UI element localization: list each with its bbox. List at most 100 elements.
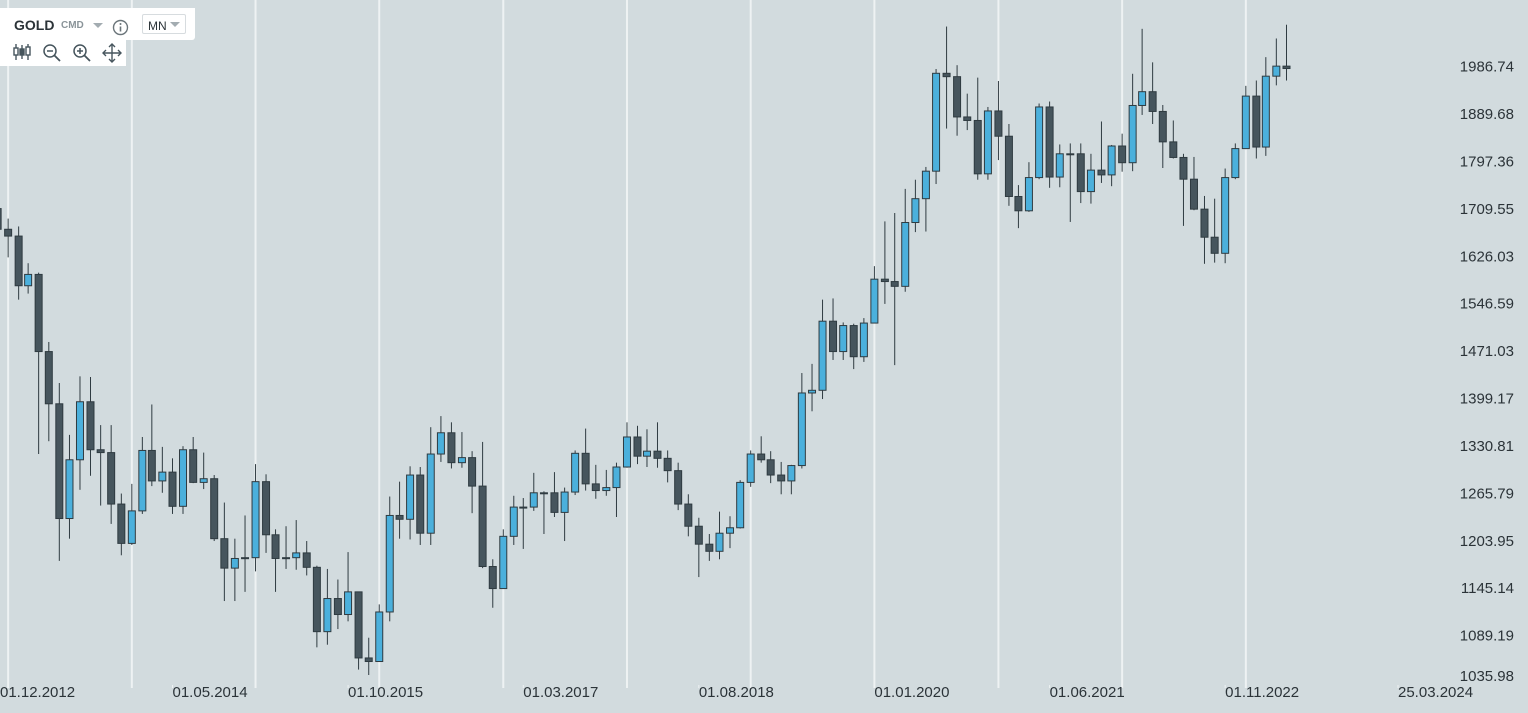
candle-body <box>1097 169 1106 176</box>
candle-body <box>1261 75 1270 148</box>
x-tick-label: 25.03.2024 <box>1398 684 1473 701</box>
instrument-kind: CMD <box>61 20 84 31</box>
candle-body <box>766 459 775 476</box>
candle-body <box>715 532 724 552</box>
axes: 1986.74 1889.68 1797.36 1709.55 1626.03 1546.… <box>0 59 1514 701</box>
candle-body <box>1014 195 1023 212</box>
candle-body <box>426 453 435 534</box>
candle-body <box>973 119 982 175</box>
zoom-in-icon[interactable] <box>72 43 92 63</box>
candle-body <box>65 459 74 520</box>
candle-body <box>282 557 291 560</box>
candle-body <box>653 450 662 459</box>
y-tick-label: 1986.74 <box>1460 59 1514 76</box>
candle-body <box>436 432 445 455</box>
candle-body <box>1189 178 1198 210</box>
pan-icon[interactable] <box>102 43 122 63</box>
candle-body <box>777 474 786 482</box>
candle-body <box>168 471 177 507</box>
candle-body <box>354 591 363 659</box>
candle-body <box>488 566 497 590</box>
candle-body <box>44 351 53 405</box>
candle-body <box>302 552 311 568</box>
candle-body <box>890 281 899 287</box>
candle-body <box>0 208 2 230</box>
candle-body <box>705 543 714 552</box>
candle-body <box>963 116 972 121</box>
y-tick-label: 1203.95 <box>1460 533 1514 550</box>
zoom-out-icon[interactable] <box>42 43 62 63</box>
candle-body <box>642 450 651 457</box>
candle-body <box>1128 104 1137 164</box>
candle-body <box>921 170 930 200</box>
candle-body <box>1221 177 1230 254</box>
candle-body <box>1118 145 1127 164</box>
candle-body <box>271 534 280 559</box>
y-tick-label: 1089.19 <box>1460 628 1514 645</box>
y-tick-label: 1471.03 <box>1460 343 1514 360</box>
tool-row <box>0 40 126 66</box>
candle-body <box>1024 177 1033 212</box>
x-tick-label: 01.01.2020 <box>874 684 949 701</box>
candle-body <box>663 457 672 472</box>
dropdown-arrow[interactable] <box>92 22 104 30</box>
candle-body <box>292 552 301 559</box>
candle-body <box>1179 156 1188 180</box>
candle-body <box>107 452 116 505</box>
candle-body <box>86 401 95 451</box>
candle-body <box>416 474 425 534</box>
candle-body <box>230 557 239 569</box>
candle-body <box>726 527 735 534</box>
y-tick-label: 1035.98 <box>1460 668 1514 685</box>
candle-body <box>1066 153 1075 156</box>
candle-body <box>849 325 858 358</box>
candle-body <box>1045 106 1054 178</box>
dropdown-arrow <box>170 22 180 27</box>
candle-body <box>808 389 817 394</box>
candle-body <box>1200 208 1209 238</box>
candle-body <box>1076 153 1085 193</box>
timeframe-select[interactable]: MN <box>142 14 186 34</box>
x-tick-label: 01.10.2015 <box>348 684 423 701</box>
candle-body <box>251 481 260 559</box>
y-tick-label: 1709.55 <box>1460 201 1514 218</box>
candle-body <box>189 449 198 483</box>
candle-body <box>509 506 518 537</box>
candle-body <box>1055 153 1064 178</box>
candle-body <box>622 436 631 468</box>
chart-type-icon[interactable] <box>12 43 32 61</box>
candle-body <box>901 222 910 287</box>
candle-body <box>757 453 766 461</box>
candles <box>0 24 1291 675</box>
candle-body <box>550 492 559 513</box>
candle-body <box>395 514 404 520</box>
candle-body <box>14 235 23 287</box>
info-icon[interactable] <box>112 19 129 36</box>
candle-body <box>571 452 580 493</box>
y-tick-label: 1889.68 <box>1460 106 1514 123</box>
candle-body <box>746 453 755 483</box>
candle-body <box>870 278 879 324</box>
candle-body <box>1231 148 1240 179</box>
candle-body <box>942 72 951 78</box>
candle-body <box>323 598 332 633</box>
candle-body <box>1004 135 1013 197</box>
candle-body <box>375 611 384 663</box>
candle-body <box>344 591 353 616</box>
candle-body <box>694 525 703 545</box>
candle-body <box>364 657 373 663</box>
candle-body <box>1252 95 1261 148</box>
candle-body <box>911 198 920 224</box>
candle-body <box>612 466 621 489</box>
symbol[interactable]: GOLD <box>14 17 55 33</box>
candle-body <box>1148 91 1157 112</box>
candle-body <box>127 510 136 544</box>
candle-body <box>220 538 229 569</box>
y-tick-label: 1145.14 <box>1461 580 1514 597</box>
candle-body <box>262 481 271 536</box>
candle-body <box>1158 110 1167 143</box>
candle-body <box>1086 169 1095 193</box>
candle-body <box>880 278 889 283</box>
candle-body <box>1107 145 1116 176</box>
